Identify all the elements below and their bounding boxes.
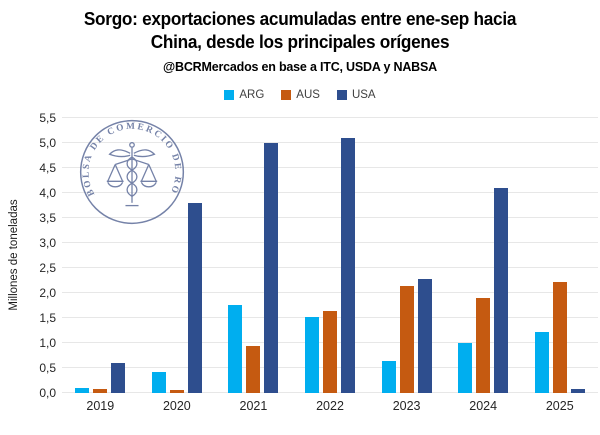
chart-subtitle: @BCRMercados en base a ITC, USDA y NABSA: [163, 60, 437, 74]
seal-caduceus-and-scales-icon: [106, 142, 158, 207]
bar-usa-2022: [341, 138, 356, 393]
bar-arg-2019: [75, 388, 90, 393]
legend-item-usa: USA: [336, 89, 376, 101]
bar-group-2024: [445, 118, 522, 393]
bar-arg-2025: [534, 332, 549, 393]
gridline: [62, 142, 598, 143]
gridline: [62, 267, 598, 268]
bar-usa-2020: [187, 203, 202, 393]
x-tick-label-2023: 2023: [392, 399, 421, 413]
bar-usa-2025: [570, 389, 585, 393]
bar-aus-2021: [246, 345, 261, 393]
gridline: [62, 242, 598, 243]
bar-aus-2019: [93, 389, 108, 393]
gridline: [62, 167, 598, 168]
y-tick-label: 0,0: [39, 386, 56, 400]
x-tick-label-2025: 2025: [545, 399, 574, 413]
y-tick-label: 4,5: [39, 161, 56, 175]
bar-aus-2024: [476, 298, 491, 393]
bar-group-2021: [215, 118, 292, 393]
y-tick-label: 5,0: [39, 136, 56, 150]
plot-area: [62, 117, 598, 393]
bar-usa-2024: [494, 188, 509, 393]
x-tick-label-2022: 2022: [316, 399, 344, 413]
bar-group-2020: [139, 118, 216, 393]
x-axis-tick-labels: 2019 2020 2021 2022 2023 2024 2025: [62, 399, 598, 413]
y-tick-label: 2,0: [39, 286, 56, 300]
legend-swatch-usa: [336, 90, 347, 100]
bar-arg-2020: [151, 372, 166, 393]
legend: ARG AUS USA: [0, 89, 600, 101]
legend-swatch-arg: [224, 90, 235, 100]
legend-label: AUS: [296, 89, 320, 101]
bar-group-2022: [292, 118, 369, 393]
seal-outer-ring: [79, 119, 185, 225]
chart-title-line2: China, desde los principales orígenes: [150, 31, 450, 52]
y-tick-label: 5,5: [39, 111, 56, 125]
x-tick-label-2024: 2024: [469, 399, 498, 413]
y-tick-label: 3,5: [39, 211, 56, 225]
bolsa-de-comercio-de-rosario-seal-watermark: BOLSA DE COMERCIO DE ROSARIO: [76, 116, 185, 225]
bar-usa-2021: [264, 143, 279, 393]
bar-arg-2024: [458, 343, 473, 393]
chart-title-line1: Sorgo: exportaciones acumuladas entre en…: [83, 8, 517, 29]
bar-usa-2023: [417, 279, 432, 393]
bar-arg-2021: [228, 304, 243, 393]
bar-groups: [62, 118, 598, 393]
bar-arg-2022: [305, 317, 320, 393]
legend-item-aus: AUS: [281, 89, 320, 101]
y-tick-label: 2,5: [39, 261, 56, 275]
legend-label: USA: [351, 89, 376, 101]
gridline: [62, 217, 598, 218]
bar-group-2023: [368, 118, 445, 393]
bar-aus-2020: [169, 389, 184, 393]
x-tick-label-2021: 2021: [239, 399, 268, 413]
bar-aus-2023: [399, 286, 414, 393]
x-tick-label-2019: 2019: [86, 399, 115, 413]
bar-arg-2023: [381, 360, 396, 393]
y-tick-label: 1,5: [39, 311, 56, 325]
y-tick-label: 1,0: [39, 336, 56, 350]
bar-usa-2019: [111, 363, 126, 393]
legend-item-arg: ARG: [224, 89, 264, 101]
y-tick-label: 3,0: [39, 236, 56, 250]
bar-group-2025: [521, 118, 598, 393]
gridline: [62, 117, 598, 118]
legend-label: ARG: [239, 89, 265, 101]
gridline: [62, 292, 598, 293]
bar-aus-2025: [552, 282, 567, 393]
y-tick-label: 4,0: [39, 186, 56, 200]
x-tick-label-2020: 2020: [162, 399, 191, 413]
legend-swatch-aus: [281, 90, 292, 100]
bar-aus-2022: [323, 311, 338, 393]
gridline: [62, 192, 598, 193]
y-tick-label: 0,5: [39, 361, 56, 375]
bar-group-2019: [62, 118, 139, 393]
